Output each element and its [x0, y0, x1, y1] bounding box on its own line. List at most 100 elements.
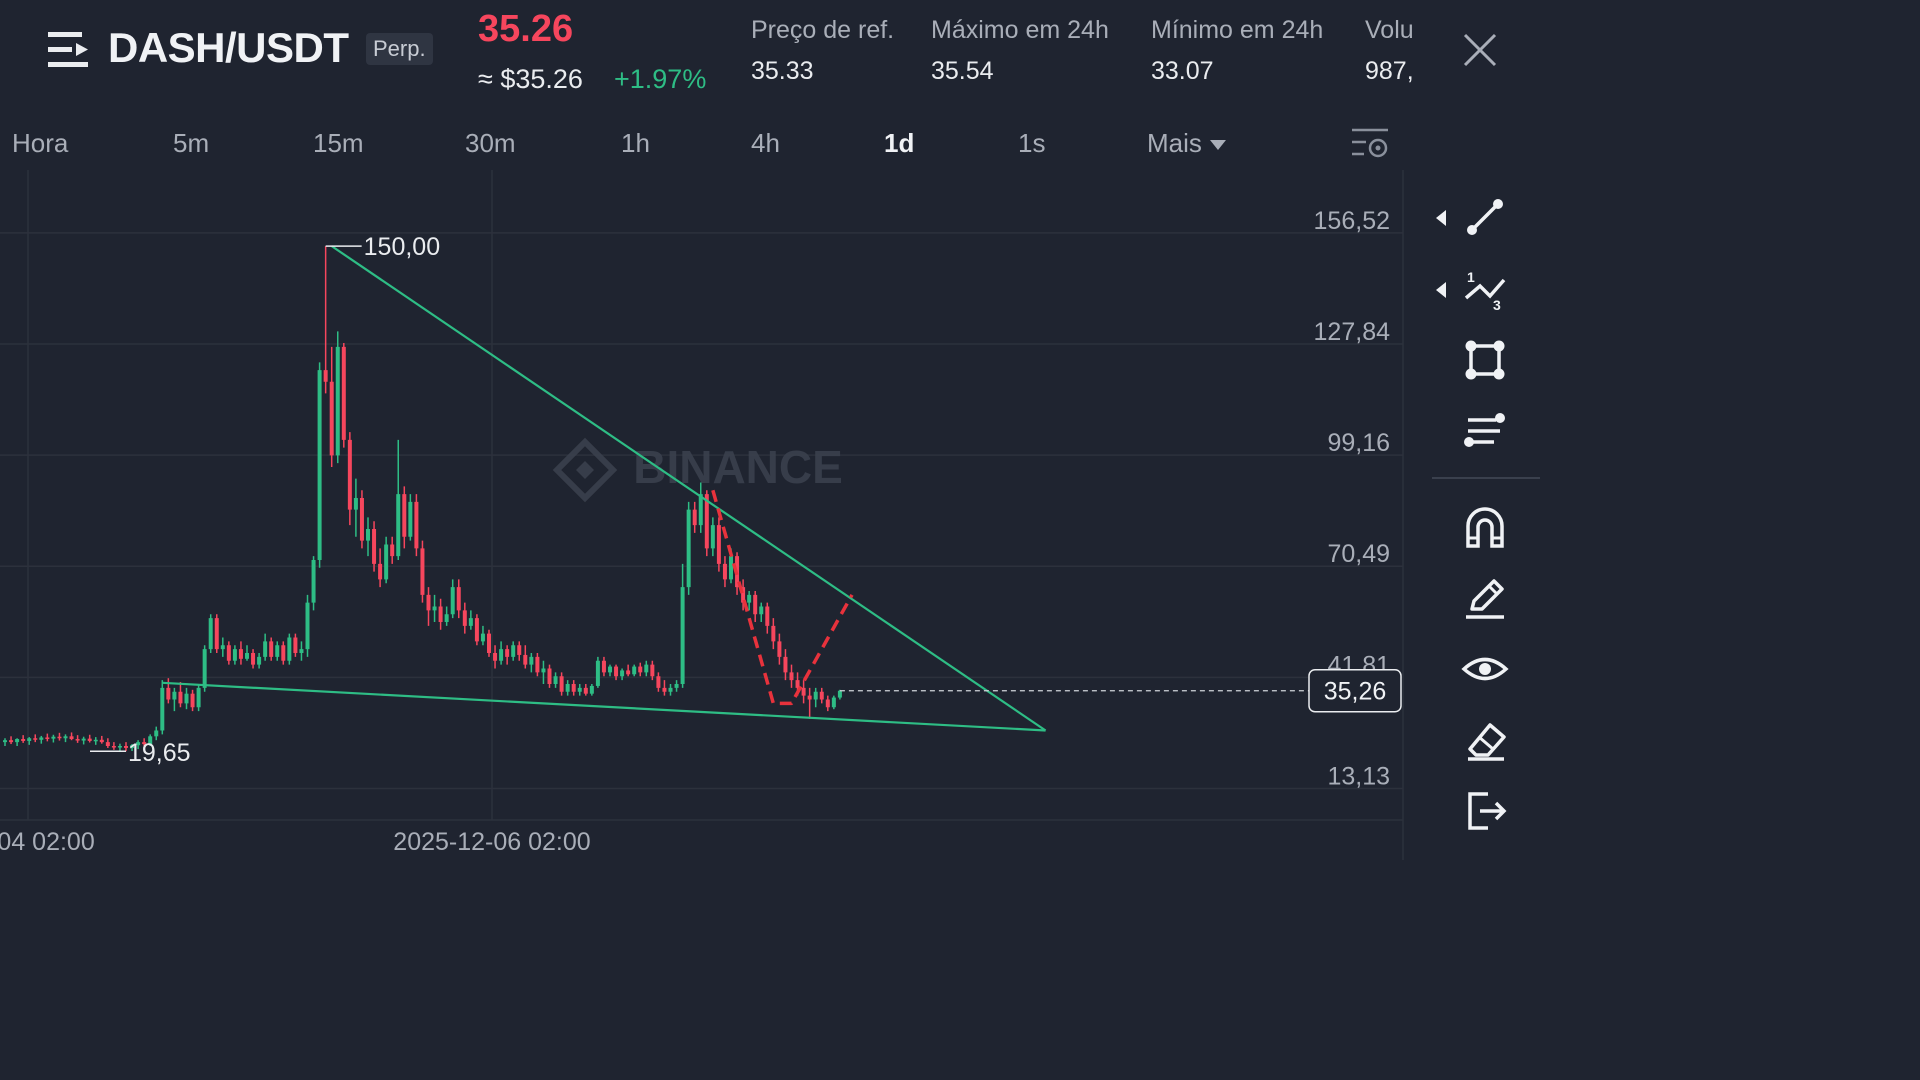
price-chart[interactable]: BINANCE 156,52127,8499,1670,4941,8113,13…: [0, 170, 1405, 860]
candle-body: [831, 697, 836, 708]
expand-caret-icon[interactable]: [1436, 282, 1446, 298]
candle-body: [650, 664, 655, 677]
candle-body: [257, 656, 262, 665]
x-tick-label: 2025-12-06 02:00: [393, 828, 590, 856]
timeframe-hora[interactable]: Hora: [12, 128, 69, 158]
candle-body: [553, 676, 558, 684]
timeframe-1h[interactable]: 1h: [621, 128, 650, 158]
pair-symbol[interactable]: DASH/USDT: [108, 24, 349, 71]
candle-body: [577, 687, 582, 692]
candle-body: [226, 645, 231, 661]
candle-body: [535, 656, 540, 673]
candle-body: [438, 606, 443, 622]
timeframe-5m[interactable]: 5m: [173, 128, 210, 158]
candle-body: [565, 684, 570, 692]
stat-24h-high: Máximo em 24h 35.54: [931, 16, 1109, 86]
candle-body: [353, 498, 358, 510]
text-lines-icon[interactable]: [1460, 406, 1510, 456]
candle-body: [287, 637, 292, 661]
watermark: BINANCE: [633, 441, 843, 493]
candle-body: [608, 666, 612, 673]
candle-body: [729, 556, 733, 580]
candle-body: [124, 746, 128, 748]
chart-grid: [0, 170, 1404, 860]
candle-body: [130, 745, 135, 748]
candle-body: [480, 633, 485, 642]
timeframe-1s[interactable]: 1s: [1018, 128, 1046, 158]
expand-caret-icon[interactable]: [1436, 210, 1446, 226]
candle-body: [444, 614, 449, 622]
y-tick-label: 99,16: [1327, 429, 1390, 457]
eraser-icon[interactable]: [1460, 715, 1510, 765]
eye-icon[interactable]: [1460, 644, 1510, 694]
menu-icon[interactable]: [48, 30, 90, 70]
candle-body: [293, 637, 298, 653]
candle-body: [281, 645, 286, 661]
candle-body: [93, 739, 98, 742]
timeframe-4h[interactable]: 4h: [751, 128, 780, 158]
candle-body: [148, 736, 153, 745]
candle-body: [529, 656, 534, 665]
candle-body: [583, 687, 588, 694]
stat-volume: Volu 987,: [1365, 16, 1414, 86]
candle-body: [323, 370, 328, 382]
candle-body: [571, 684, 576, 692]
timeframe-more-dropdown[interactable]: Mais: [1147, 128, 1226, 159]
timeframe-30m[interactable]: 30m: [465, 128, 516, 158]
candle-body: [704, 494, 709, 549]
candle-body: [214, 618, 219, 650]
candle-body: [674, 684, 679, 688]
candle-body: [27, 738, 32, 741]
candle-body: [753, 594, 758, 615]
candle-body: [33, 738, 38, 740]
candle-body: [680, 587, 685, 684]
stat-label: Volu: [1365, 16, 1414, 44]
exit-icon[interactable]: [1460, 786, 1510, 836]
candle-body: [15, 739, 20, 743]
y-tick-label: 127,84: [1314, 318, 1391, 346]
candle-body: [75, 739, 80, 741]
candle-body: [813, 691, 818, 700]
shape-icon[interactable]: [1460, 335, 1510, 385]
y-tick-label: 13,13: [1327, 762, 1390, 790]
trend-line-icon[interactable]: [1460, 192, 1510, 242]
candle-body: [771, 625, 776, 642]
candle-body: [662, 687, 667, 692]
timeframe-15m[interactable]: 15m: [313, 128, 364, 158]
candle-body: [117, 746, 122, 748]
timeframe-bar: Hora 5m 15m 30m 1h 4h 1d 1s Mais: [0, 118, 1410, 168]
last-price: 35.26: [478, 8, 574, 50]
fibonacci-icon[interactable]: 1 3: [1460, 264, 1510, 314]
candle-body: [269, 641, 274, 657]
magnet-icon[interactable]: [1460, 502, 1510, 552]
toolbar-divider: [1432, 477, 1540, 479]
candle-body: [462, 610, 467, 626]
candle-body: [39, 737, 44, 740]
candle-body: [263, 641, 268, 657]
candle-body: [45, 737, 50, 739]
trendline-lower: [162, 681, 1046, 732]
pencil-icon[interactable]: [1460, 573, 1510, 623]
candle-body: [111, 746, 116, 748]
candle-body: [172, 691, 177, 700]
candle-body: [142, 742, 147, 745]
timeframe-1d[interactable]: 1d: [884, 128, 915, 158]
header: DASH/USDT Perp. 35.26 ≈ $35.26 +1.97% Pr…: [0, 0, 1568, 110]
current-price-box: [1308, 668, 1402, 713]
stat-value: 987,: [1365, 57, 1414, 85]
candle-body: [692, 509, 697, 526]
candle-body: [505, 649, 510, 657]
candle-body: [783, 656, 788, 673]
candle-body: [372, 529, 377, 564]
candle-body: [432, 606, 437, 611]
candle-body: [801, 687, 806, 696]
watermark-diamond-center: [576, 461, 594, 479]
candle-body: [626, 670, 631, 675]
close-icon[interactable]: [1460, 30, 1500, 70]
chart-settings-icon[interactable]: [1350, 124, 1390, 162]
candle-body: [777, 641, 782, 657]
trendlines-layer: [162, 245, 1047, 732]
candle-body: [238, 649, 243, 659]
candle-body: [493, 653, 498, 661]
